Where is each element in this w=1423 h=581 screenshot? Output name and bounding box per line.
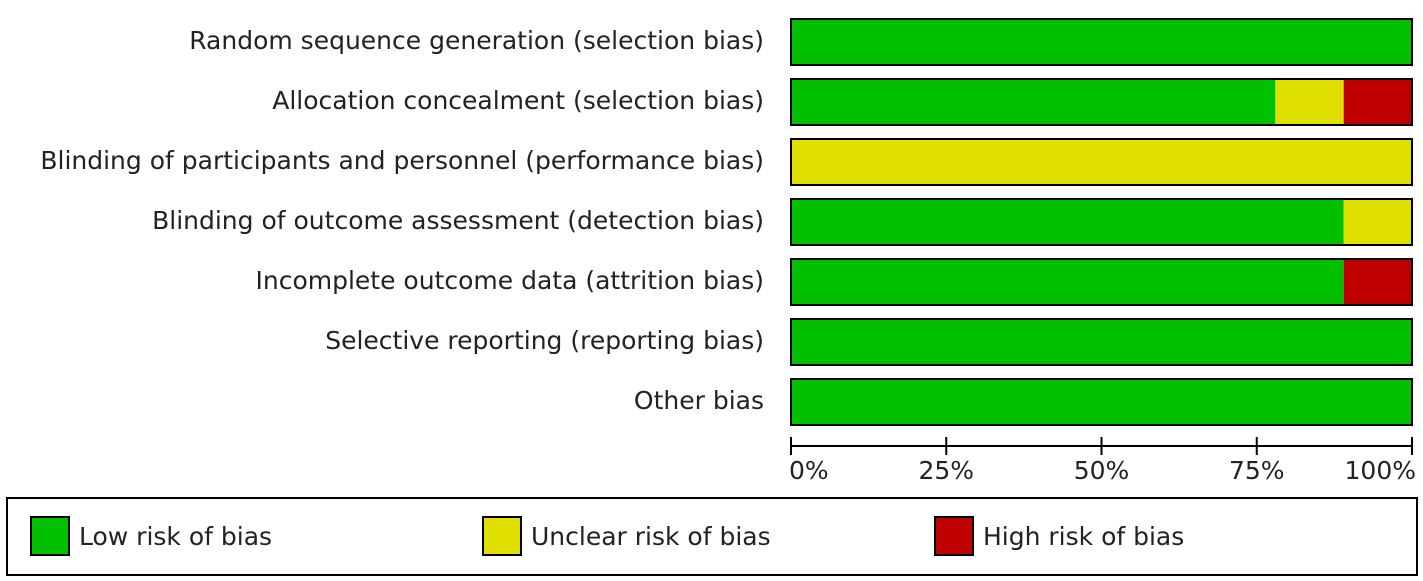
x-tick-label: 25%: [918, 456, 974, 485]
legend-label: Low risk of bias: [79, 522, 272, 551]
bar-segment: [1343, 79, 1412, 125]
x-tick-label: 75%: [1229, 456, 1285, 485]
x-tick-label: 50%: [1074, 456, 1130, 485]
bar-outline: [790, 378, 1413, 426]
bar-segment: [791, 139, 1412, 185]
bar-outline: [790, 198, 1413, 246]
bar-segment: [791, 79, 1276, 125]
bar-outline: [790, 318, 1413, 366]
bar-segment: [791, 19, 1412, 65]
bar-outline: [790, 258, 1413, 306]
bar-segment: [791, 199, 1344, 245]
legend-label: High risk of bias: [983, 522, 1184, 551]
category-label: Incomplete outcome data (attrition bias): [255, 266, 764, 295]
legend-box: [6, 497, 1418, 576]
bar-segment: [791, 259, 1344, 305]
bar-segment: [791, 319, 1412, 365]
bar-segment: [1343, 259, 1412, 305]
bar-segment: [1275, 79, 1344, 125]
category-label: Blinding of outcome assessment (detectio…: [152, 206, 764, 235]
x-tick-label: 0%: [789, 456, 829, 485]
category-label: Selective reporting (reporting bias): [325, 326, 764, 355]
bar-outline: [790, 78, 1413, 126]
legend-label: Unclear risk of bias: [531, 522, 771, 551]
bar-outline: [790, 138, 1413, 186]
bar-segment: [1343, 199, 1412, 245]
bar-segment: [791, 379, 1412, 425]
category-label: Random sequence generation (selection bi…: [189, 26, 764, 55]
category-label: Blinding of participants and personnel (…: [40, 146, 764, 175]
category-label: Allocation concealment (selection bias): [272, 86, 764, 115]
legend-swatch: [482, 516, 522, 556]
legend-swatch: [934, 516, 974, 556]
legend-swatch: [30, 516, 70, 556]
bar-outline: [790, 18, 1413, 66]
x-tick-label: 100%: [1345, 456, 1416, 485]
category-label: Other bias: [634, 386, 764, 415]
